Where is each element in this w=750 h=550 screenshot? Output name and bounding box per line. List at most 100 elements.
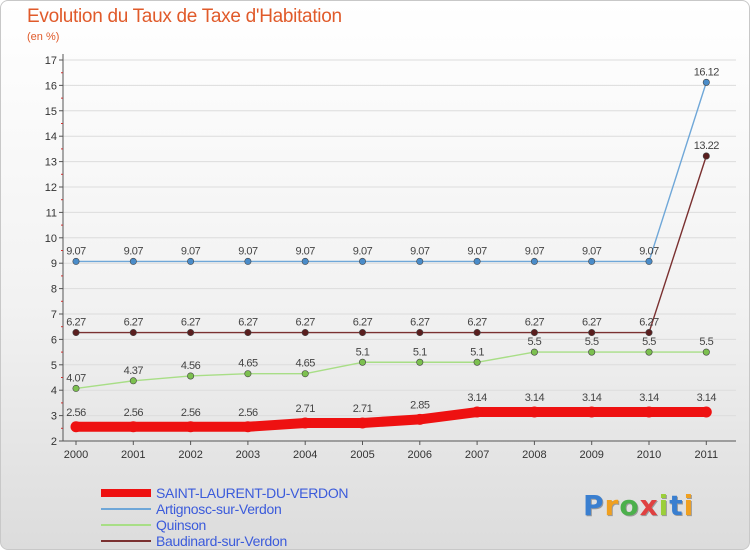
data-point (72, 384, 80, 392)
data-point (72, 257, 80, 265)
legend-label: SAINT-LAURENT-DU-VERDON (156, 485, 349, 501)
data-point (358, 329, 366, 337)
data-label: 2.71 (295, 403, 315, 415)
data-label: 9.07 (639, 245, 659, 257)
legend-label: Quinson (156, 517, 207, 533)
data-point (530, 257, 538, 265)
y-tick-label: 11 (46, 207, 57, 219)
data-point (301, 370, 309, 378)
data-point (530, 348, 538, 356)
series-line (75, 155, 707, 334)
y-tick-label: 7 (51, 309, 57, 321)
data-point (645, 329, 653, 337)
legend-swatch (101, 508, 151, 510)
logo-letter: i (658, 489, 670, 522)
y-tick-label: 6 (51, 334, 57, 346)
legend-label: Baudinard-sur-Verdon (156, 533, 287, 549)
data-label: 9.07 (582, 245, 602, 257)
x-tick-label: 2007 (465, 449, 489, 461)
data-label: 5.5 (585, 336, 599, 348)
x-tick-label: 2006 (408, 449, 432, 461)
data-point (244, 370, 252, 378)
data-point (473, 257, 481, 265)
data-point (358, 358, 366, 366)
data-label: 5.5 (642, 336, 656, 348)
data-label: 3.14 (639, 392, 659, 404)
data-label: 9.07 (124, 245, 144, 257)
data-point (414, 413, 426, 425)
legend-swatch (101, 524, 151, 526)
data-label: 2.56 (181, 407, 201, 419)
data-point (187, 372, 195, 380)
data-label: 13.22 (694, 140, 719, 152)
data-point (643, 406, 655, 418)
logo-letter: i (683, 489, 695, 522)
x-tick-label: 2004 (293, 449, 317, 461)
data-point (416, 257, 424, 265)
data-label: 6.27 (238, 317, 258, 329)
data-point (244, 257, 252, 265)
data-label: 4.37 (124, 365, 144, 377)
y-tick-label: 15 (45, 106, 57, 118)
series-line (75, 351, 707, 390)
data-point (187, 329, 195, 337)
logo-letter: P (583, 489, 605, 522)
legend-swatch (101, 540, 151, 542)
data-label: 3.14 (697, 392, 717, 404)
data-label: 9.07 (238, 245, 258, 257)
y-tick-label: 12 (45, 182, 57, 194)
data-point (358, 257, 366, 265)
series-line (71, 407, 712, 432)
data-label: 5.1 (413, 346, 427, 358)
y-tick-label: 9 (51, 258, 57, 270)
data-point (473, 358, 481, 366)
legend-swatch (101, 489, 151, 497)
data-point (702, 348, 710, 356)
data-label: 6.27 (181, 317, 201, 329)
logo-letter: x (639, 489, 659, 522)
data-label: 2.71 (353, 403, 373, 415)
data-label: 3.14 (582, 392, 602, 404)
data-label: 6.27 (525, 317, 545, 329)
data-point (187, 257, 195, 265)
data-label: 3.14 (467, 392, 487, 404)
series-line (75, 81, 707, 263)
data-label: 3.14 (525, 392, 545, 404)
data-label: 6.27 (467, 317, 487, 329)
y-tick-label: 2 (51, 436, 57, 448)
data-label: 9.07 (467, 245, 487, 257)
y-tick-label: 13 (45, 157, 57, 169)
data-label: 4.65 (238, 358, 258, 370)
logo-letter: r (604, 489, 620, 522)
data-point (416, 358, 424, 366)
data-label: 4.65 (295, 358, 315, 370)
y-tick-label: 3 (51, 411, 57, 423)
data-label: 6.27 (582, 317, 602, 329)
data-point (70, 421, 82, 433)
x-tick-label: 2009 (579, 449, 603, 461)
data-label: 4.07 (66, 372, 86, 384)
x-tick-label: 2010 (637, 449, 661, 461)
data-label: 16.12 (694, 66, 719, 78)
data-point (242, 421, 254, 433)
data-point (127, 421, 139, 433)
data-label: 6.27 (639, 317, 659, 329)
data-point (702, 152, 710, 160)
data-point (700, 406, 712, 418)
data-label: 6.27 (410, 317, 430, 329)
data-point (357, 417, 368, 429)
data-label: 9.07 (181, 245, 201, 257)
data-label: 6.27 (66, 317, 86, 329)
data-point (129, 377, 137, 385)
data-label: 2.85 (410, 399, 430, 411)
x-tick-label: 2003 (236, 449, 260, 461)
chart-subtitle: (en %) (27, 31, 60, 43)
data-label: 9.07 (525, 245, 545, 257)
data-label: 2.56 (238, 407, 258, 419)
data-point (530, 329, 538, 337)
data-label: 6.27 (295, 317, 315, 329)
data-point (301, 257, 309, 265)
x-tick-label: 2000 (64, 449, 88, 461)
